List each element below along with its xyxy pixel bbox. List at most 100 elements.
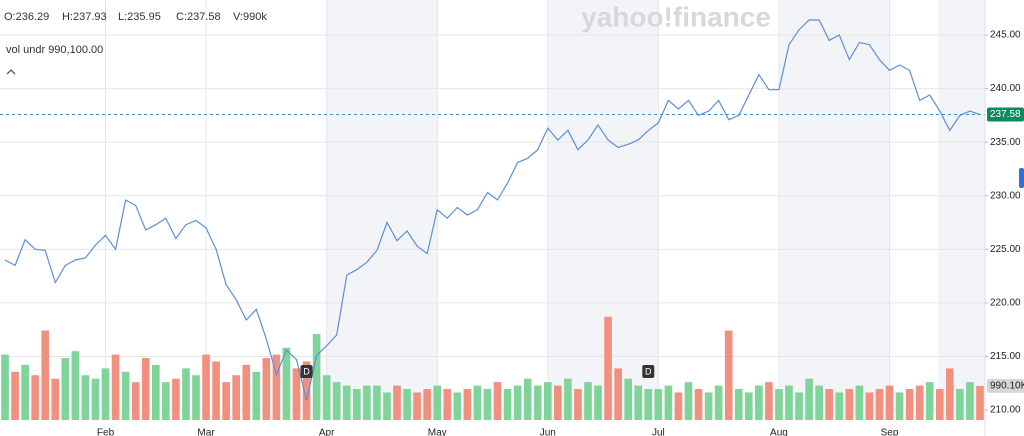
volume-bar bbox=[393, 385, 401, 420]
last-volume-box bbox=[987, 378, 1024, 393]
volume-bar bbox=[664, 385, 673, 420]
volume-bar bbox=[212, 361, 220, 420]
x-tick-label: Jul bbox=[652, 428, 665, 436]
volume-bar bbox=[915, 385, 924, 420]
volume-bar bbox=[383, 392, 391, 420]
ohlcv-label: V:990k bbox=[233, 11, 267, 23]
ohlcv-label: O:236.29 bbox=[4, 11, 49, 23]
volume-bar bbox=[403, 389, 411, 420]
volume-bar bbox=[714, 385, 723, 420]
volume-bar bbox=[554, 385, 562, 420]
volume-bar bbox=[222, 382, 230, 420]
x-tick-label: Feb bbox=[97, 428, 115, 436]
volume-bar bbox=[363, 385, 371, 420]
volume-bar bbox=[101, 368, 110, 420]
volume-bar bbox=[694, 389, 703, 420]
volume-bar bbox=[182, 368, 190, 420]
volume-bar bbox=[785, 385, 793, 420]
y-tick-label: 220.00 bbox=[990, 298, 1021, 309]
watermark: yahoo!finance bbox=[581, 1, 771, 32]
volume-bar bbox=[875, 389, 884, 420]
volume-bar bbox=[61, 358, 70, 420]
month-shade bbox=[938, 0, 985, 420]
volume-bar bbox=[775, 389, 783, 420]
volume-bar bbox=[71, 351, 80, 420]
volume-bar bbox=[413, 392, 421, 420]
volume-bar bbox=[564, 378, 572, 420]
volume-bar bbox=[533, 385, 542, 420]
volume-bar bbox=[332, 382, 341, 420]
x-tick-label: Jun bbox=[540, 428, 556, 436]
volume-bar bbox=[885, 385, 894, 420]
volume-bar bbox=[352, 389, 361, 420]
volume-bar bbox=[31, 375, 39, 420]
volume-bar bbox=[282, 347, 291, 420]
x-tick-label: May bbox=[428, 428, 447, 436]
side-tab[interactable] bbox=[1019, 168, 1024, 188]
volume-bar bbox=[433, 385, 442, 420]
volume-bar bbox=[976, 385, 984, 420]
y-tick-label: 235.00 bbox=[990, 137, 1021, 148]
volume-bar bbox=[81, 375, 90, 420]
volume-bar bbox=[513, 385, 522, 420]
ohlcv-label: H:237.93 bbox=[62, 11, 107, 23]
volume-bar bbox=[704, 392, 713, 420]
volume-bar bbox=[373, 385, 381, 420]
collapse-icon[interactable] bbox=[6, 69, 16, 75]
x-tick-label: Mar bbox=[197, 428, 215, 436]
volume-bar bbox=[523, 378, 532, 420]
x-tick-label: Sep bbox=[881, 428, 899, 436]
volume-bar bbox=[865, 392, 874, 420]
volume-bar bbox=[835, 392, 844, 420]
volume-bar bbox=[956, 389, 964, 420]
ohlcv-label: L:235.95 bbox=[118, 11, 161, 23]
y-tick-label: 240.00 bbox=[990, 83, 1021, 94]
volume-bar bbox=[946, 368, 954, 420]
volume-bar bbox=[172, 378, 180, 420]
volume-bar bbox=[624, 378, 633, 420]
y-tick-label: 230.00 bbox=[990, 190, 1021, 201]
volume-bar bbox=[594, 385, 602, 420]
volume-bar bbox=[121, 371, 130, 420]
volume-bar bbox=[855, 385, 864, 420]
volume-bar bbox=[272, 354, 281, 420]
volume-bar bbox=[503, 389, 512, 420]
volume-bar bbox=[795, 392, 803, 420]
volume-bar bbox=[473, 385, 482, 420]
volume-bar bbox=[11, 371, 19, 420]
volume-bar bbox=[604, 316, 612, 420]
volume-bar bbox=[242, 364, 251, 420]
volume-bar bbox=[131, 382, 140, 420]
volume-bar bbox=[51, 378, 60, 420]
volume-bar bbox=[895, 392, 904, 420]
volume-bar bbox=[493, 382, 502, 420]
volume-bar bbox=[342, 385, 351, 420]
volume-bar bbox=[41, 330, 50, 420]
volume-bar bbox=[543, 382, 552, 420]
volume-bar bbox=[584, 382, 592, 420]
dividend-label: D bbox=[645, 366, 652, 376]
volume-bar bbox=[453, 392, 462, 420]
volume-bar bbox=[111, 354, 120, 420]
volume-bar bbox=[765, 382, 773, 420]
dividend-label: D bbox=[303, 366, 310, 376]
month-shade bbox=[326, 0, 438, 420]
price-line bbox=[4, 19, 981, 401]
volume-bar bbox=[905, 389, 914, 420]
volume-bar bbox=[312, 333, 321, 420]
volume-bar bbox=[443, 389, 452, 420]
x-tick-label: Apr bbox=[319, 428, 335, 436]
volume-bar bbox=[825, 389, 834, 420]
volume-bar bbox=[262, 358, 271, 420]
y-tick-label: 225.00 bbox=[990, 244, 1021, 255]
volume-bar bbox=[654, 389, 663, 420]
month-shade bbox=[779, 0, 890, 420]
month-shade bbox=[548, 0, 658, 420]
volume-bar bbox=[634, 385, 643, 420]
volume-bar bbox=[805, 378, 813, 420]
volume-bar bbox=[302, 361, 311, 420]
y-tick-label: 210.00 bbox=[990, 405, 1021, 416]
volume-bar bbox=[1, 354, 9, 420]
